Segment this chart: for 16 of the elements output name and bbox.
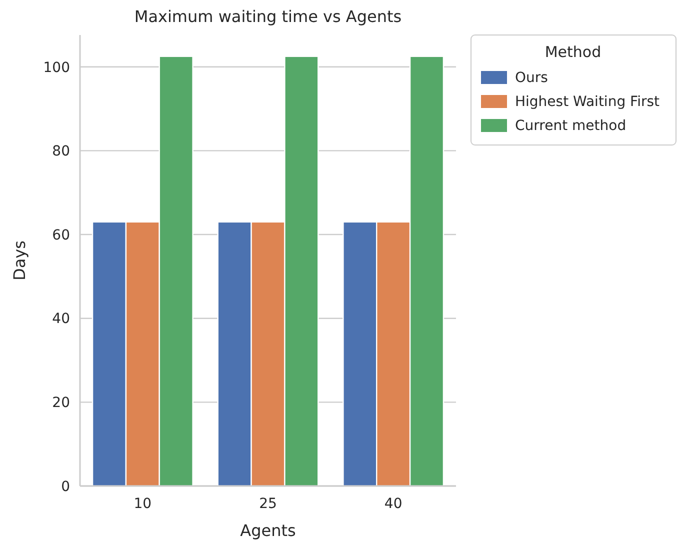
chart-title: Maximum waiting time vs Agents [134,7,402,26]
x-axis-title: Agents [240,521,296,540]
x-tick-label: 25 [259,496,277,512]
y-tick-label: 100 [43,60,70,76]
y-tick-label: 20 [52,395,70,412]
y-tick-label: 80 [52,144,70,160]
legend-label: Current method [515,118,626,134]
y-axis-title: Days [10,240,29,280]
x-tick-label: 40 [384,496,402,512]
x-tick-label: 10 [134,496,152,512]
legend-title: Method [544,43,602,61]
y-tick-label: 60 [52,227,70,244]
y-tick-label: 0 [61,478,70,495]
y-tick-label: 40 [52,311,70,328]
legend-label: Highest Waiting First [515,94,660,110]
legend-label: Ours [515,70,548,86]
